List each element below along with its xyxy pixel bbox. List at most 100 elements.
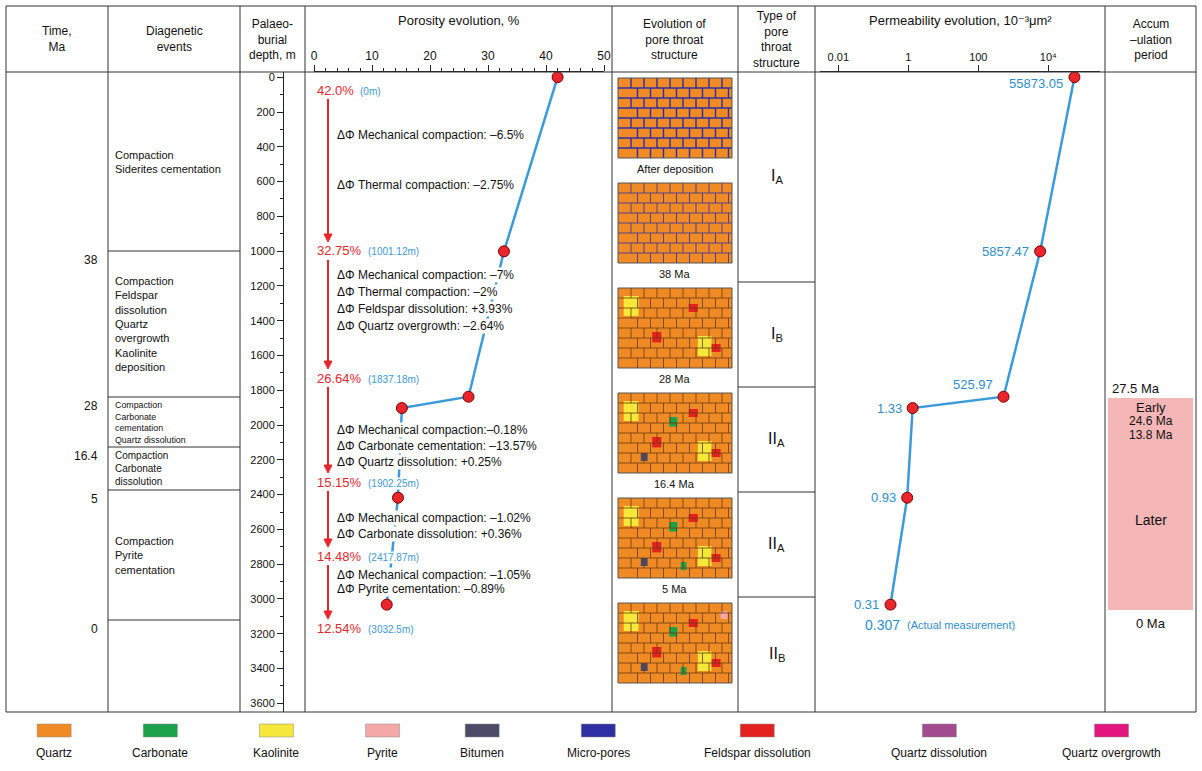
svg-text:5 Ma: 5 Ma <box>662 583 687 595</box>
svg-text:ΔΦ Mechanical compaction: –1.0: ΔΦ Mechanical compaction: –1.02% <box>337 511 531 525</box>
svg-text:3000: 3000 <box>250 593 274 605</box>
svg-text:26.64%: 26.64% <box>317 371 362 386</box>
svg-text:II​B​: II​B​ <box>769 645 785 664</box>
svg-text:0.307: 0.307 <box>865 617 900 633</box>
svg-text:5857.47: 5857.47 <box>982 244 1029 259</box>
svg-text:ΔΦ Mechanical compaction: –6.5: ΔΦ Mechanical compaction: –6.5% <box>337 128 524 142</box>
svg-text:0: 0 <box>311 49 318 63</box>
svg-text:525.97: 525.97 <box>953 377 993 392</box>
svg-text:Kaolinite: Kaolinite <box>253 746 299 760</box>
svg-text:2600: 2600 <box>250 523 274 535</box>
svg-text:1.33: 1.33 <box>877 401 902 416</box>
svg-text:13.8 Ma: 13.8 Ma <box>1129 428 1173 442</box>
svg-text:100: 100 <box>969 51 987 63</box>
svg-text:3200: 3200 <box>250 628 274 640</box>
svg-text:Time,Ma: Time,Ma <box>42 24 72 54</box>
svg-text:ΔΦ Carbonate cementation: –13.: ΔΦ Carbonate cementation: –13.57% <box>337 439 537 453</box>
svg-text:Diageneticevents: Diageneticevents <box>146 24 203 54</box>
svg-text:1400: 1400 <box>250 315 274 327</box>
svg-text:0: 0 <box>91 622 98 636</box>
svg-text:I​B​: I​B​ <box>771 325 783 344</box>
svg-text:(0m): (0m) <box>360 86 381 97</box>
svg-text:1000: 1000 <box>250 245 274 257</box>
svg-text:ΔΦ Mechanical compaction:–0.18: ΔΦ Mechanical compaction:–0.18% <box>337 423 528 437</box>
svg-text:CompactionSiderites cementatio: CompactionSiderites cementation <box>115 149 221 175</box>
svg-text:Quartz: Quartz <box>36 746 72 760</box>
svg-text:ΔΦ Thermal compaction: –2.75%: ΔΦ Thermal compaction: –2.75% <box>337 178 514 192</box>
svg-text:0: 0 <box>269 71 275 83</box>
svg-text:20: 20 <box>423 49 437 63</box>
svg-text:Micro-pores: Micro-pores <box>567 746 630 760</box>
svg-text:I​A​: I​A​ <box>771 167 783 186</box>
svg-text:32.75%: 32.75% <box>317 243 362 258</box>
svg-text:Porosity evolution, %: Porosity evolution, % <box>398 13 520 28</box>
svg-text:Feldspar dissolution: Feldspar dissolution <box>704 746 811 760</box>
svg-text:Quartz overgrowth: Quartz overgrowth <box>1062 746 1161 760</box>
svg-text:CompactionFeldspardissolutionQ: CompactionFeldspardissolutionQuartzoverg… <box>115 275 174 373</box>
svg-text:14.48%: 14.48% <box>317 549 362 564</box>
svg-text:1200: 1200 <box>250 280 274 292</box>
svg-text:10⁴: 10⁴ <box>1040 51 1057 63</box>
svg-text:ΔΦ Pyrite cementation: –0.89%: ΔΦ Pyrite cementation: –0.89% <box>337 582 505 596</box>
svg-text:30: 30 <box>481 49 495 63</box>
svg-text:ΔΦ Thermal compaction: –2%: ΔΦ Thermal compaction: –2% <box>337 285 498 299</box>
svg-text:600: 600 <box>256 175 274 187</box>
svg-text:0 Ma: 0 Ma <box>1136 616 1166 631</box>
svg-text:1800: 1800 <box>250 384 274 396</box>
svg-text:42.0%: 42.0% <box>317 83 354 98</box>
svg-text:ΔΦ Mechanical compaction: –1.0: ΔΦ Mechanical compaction: –1.05% <box>337 568 531 582</box>
svg-text:After deposition: After deposition <box>637 163 713 175</box>
svg-text:(Actual measurement): (Actual measurement) <box>907 619 1015 631</box>
svg-text:3400: 3400 <box>250 662 274 674</box>
svg-text:II​A​: II​A​ <box>768 430 785 449</box>
svg-text:12.54%: 12.54% <box>317 621 362 636</box>
svg-text:Bitumen: Bitumen <box>460 746 504 760</box>
svg-text:CompactionCarbonatecementation: CompactionCarbonatecementationQuartz dis… <box>115 400 186 445</box>
svg-text:Early: Early <box>1136 400 1166 415</box>
svg-text:28 Ma: 28 Ma <box>659 373 690 385</box>
svg-text:55873.05: 55873.05 <box>1009 76 1063 91</box>
svg-text:Evolution ofpore throatstructu: Evolution ofpore throatstructure <box>643 17 706 62</box>
svg-text:Quartz dissolution: Quartz dissolution <box>891 746 987 760</box>
svg-text:Later: Later <box>1135 512 1167 528</box>
svg-text:50: 50 <box>597 49 611 63</box>
svg-text:3600: 3600 <box>250 697 274 709</box>
svg-text:ΔΦ Feldspar dissolution: +3.93: ΔΦ Feldspar dissolution: +3.93% <box>337 302 513 316</box>
svg-text:15.15%: 15.15% <box>317 475 362 490</box>
svg-text:(2417.87m): (2417.87m) <box>368 552 419 563</box>
svg-text:1600: 1600 <box>250 349 274 361</box>
svg-text:2800: 2800 <box>250 558 274 570</box>
svg-text:ΔΦ Mechanical compaction: –7%: ΔΦ Mechanical compaction: –7% <box>337 268 514 282</box>
svg-text:0.93: 0.93 <box>871 490 896 505</box>
svg-text:16.4: 16.4 <box>74 449 98 463</box>
svg-text:Carbonate: Carbonate <box>132 746 188 760</box>
svg-text:(1837.18m): (1837.18m) <box>368 374 419 385</box>
svg-text:ΔΦ Quartz dissolution: +0.25%: ΔΦ Quartz dissolution: +0.25% <box>337 455 502 469</box>
svg-text:5: 5 <box>91 492 98 506</box>
svg-text:Pyrite: Pyrite <box>367 746 398 760</box>
svg-text:2400: 2400 <box>250 488 274 500</box>
svg-text:CompactionPyritecementation: CompactionPyritecementation <box>115 535 175 576</box>
svg-text:Type ofporethroatstructure: Type ofporethroatstructure <box>753 9 800 70</box>
svg-text:2000: 2000 <box>250 419 274 431</box>
svg-text:1: 1 <box>905 51 911 63</box>
svg-text:2200: 2200 <box>250 454 274 466</box>
svg-text:CompactionCarbonatedissolution: CompactionCarbonatedissolution <box>115 450 168 487</box>
svg-text:(1902.25m): (1902.25m) <box>368 478 419 489</box>
svg-text:27.5 Ma: 27.5 Ma <box>1112 381 1160 396</box>
svg-text:ΔΦ Quartz overgrowth: –2.64%: ΔΦ Quartz overgrowth: –2.64% <box>337 319 504 333</box>
svg-text:24.6 Ma: 24.6 Ma <box>1129 414 1173 428</box>
svg-text:ΔΦ Carbonate dissolution: +0.3: ΔΦ Carbonate dissolution: +0.36% <box>337 527 522 541</box>
svg-text:(1001.12m): (1001.12m) <box>368 246 419 257</box>
svg-text:10: 10 <box>365 49 379 63</box>
svg-text:38: 38 <box>84 253 98 267</box>
svg-text:Palaeo-burialdepth, m: Palaeo-burialdepth, m <box>249 17 296 62</box>
svg-text:40: 40 <box>539 49 553 63</box>
svg-text:38 Ma: 38 Ma <box>659 268 690 280</box>
svg-text:II​A​: II​A​ <box>768 535 785 554</box>
svg-text:Accum–ulationperiod: Accum–ulationperiod <box>1130 17 1172 62</box>
svg-text:28: 28 <box>84 399 98 413</box>
svg-text:200: 200 <box>256 106 274 118</box>
svg-text:800: 800 <box>256 210 274 222</box>
svg-text:0.01: 0.01 <box>828 51 849 63</box>
